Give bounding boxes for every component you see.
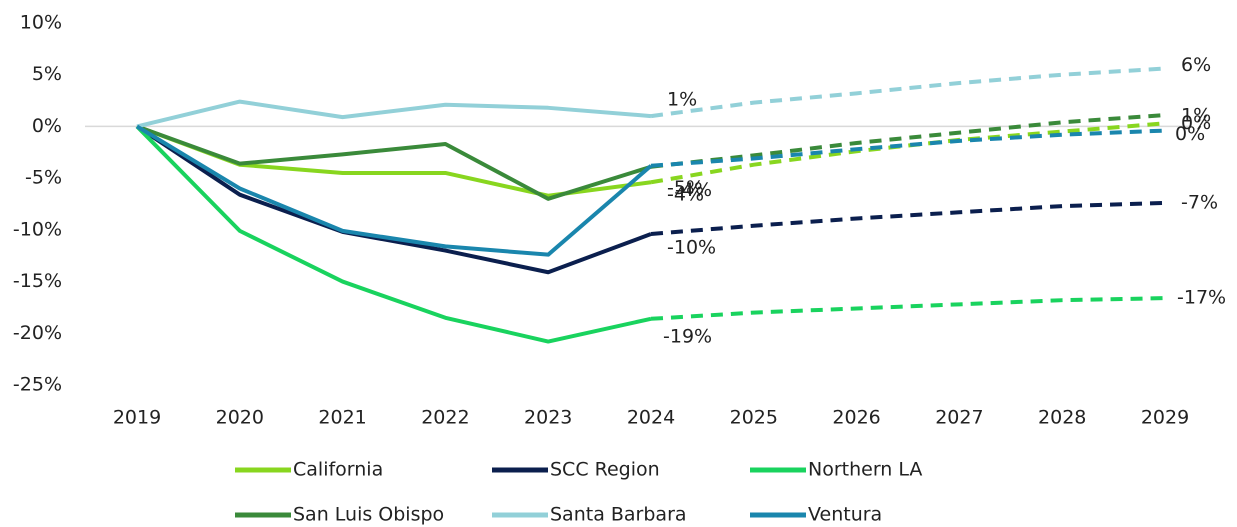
legend-label: Ventura	[808, 504, 882, 526]
data-label: -17%	[1177, 287, 1226, 309]
y-tick-label: -15%	[13, 270, 62, 292]
y-tick-label: 10%	[20, 12, 62, 34]
x-tick-label: 2024	[627, 407, 675, 429]
x-tick-label: 2020	[216, 407, 264, 429]
y-tick-label: 5%	[32, 63, 62, 85]
x-tick-label: 2019	[113, 407, 161, 429]
data-label: -19%	[663, 325, 712, 347]
x-tick-label: 2029	[1141, 407, 1189, 429]
y-tick-label: -20%	[13, 322, 62, 344]
series-line-projected	[650, 296, 1166, 321]
y-tick-label: -25%	[13, 374, 62, 396]
series-line	[135, 124, 652, 275]
data-label: 6%	[1181, 54, 1211, 76]
y-tick-label: 0%	[32, 115, 62, 137]
data-label: 0%	[1181, 112, 1211, 134]
series-line-projected	[650, 66, 1166, 119]
data-label: -4%	[667, 183, 704, 205]
series-line	[136, 99, 652, 129]
series-line-projected	[650, 128, 1166, 168]
y-tick-label: -10%	[13, 218, 62, 240]
series-line	[136, 124, 652, 201]
data-label: 1%	[1181, 105, 1211, 127]
legend-label: California	[293, 459, 383, 481]
x-tick-label: 2023	[524, 407, 572, 429]
x-tick-label: 2026	[832, 407, 880, 429]
data-label: 1%	[667, 89, 697, 111]
data-label: -4%	[675, 179, 712, 201]
data-label: -7%	[1181, 191, 1218, 213]
legend-label: Santa Barbara	[550, 504, 687, 526]
data-label: -10%	[667, 236, 716, 258]
series-line-projected	[650, 121, 1166, 185]
series-line	[136, 124, 652, 198]
data-label: -5%	[667, 177, 704, 199]
series-line	[135, 125, 652, 344]
x-tick-label: 2028	[1038, 407, 1086, 429]
legend-label: San Luis Obispo	[293, 504, 444, 526]
series-line-projected	[650, 200, 1166, 236]
x-tick-label: 2021	[318, 407, 366, 429]
legend-label: Northern LA	[808, 459, 922, 481]
x-tick-label: 2022	[421, 407, 469, 429]
x-tick-label: 2025	[730, 407, 778, 429]
series-line-projected	[650, 113, 1166, 169]
data-label: 0%	[1175, 123, 1205, 145]
x-tick-label: 2027	[935, 407, 983, 429]
y-tick-label: -5%	[25, 167, 62, 189]
series-line	[135, 124, 653, 257]
legend-label: SCC Region	[550, 459, 660, 481]
